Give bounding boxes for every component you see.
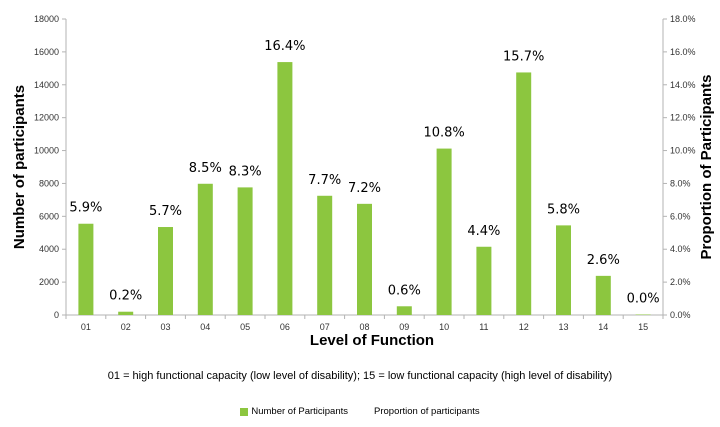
y-left-tick-label: 18000 [34,14,59,24]
x-tick-label: 07 [320,322,330,332]
bar [357,203,372,315]
legend: Number of Participants Proportion of par… [0,406,720,417]
x-tick-label: 14 [598,322,608,332]
bar [595,275,611,315]
x-tick-label: 12 [519,322,529,332]
bar-data-label: 8.3% [229,164,262,179]
bar [197,183,213,315]
y-left-tick-label: 4000 [39,244,59,254]
bar-data-label: 0.6% [388,283,421,298]
y-left-tick-label: 2000 [39,277,59,287]
bar-data-label: 4.4% [467,224,500,239]
y-axis-right-title: Proportion of Participants [698,74,715,259]
y-right-tick-label: 0.0% [670,310,691,320]
x-tick-label: 09 [399,322,409,332]
bar-data-label: 16.4% [264,39,305,54]
y-axis-left-ticks: 0 2000 4000 6000 8000 10000 12000 14000 16000 180… [34,14,66,320]
bar [317,195,333,315]
y-left-tick-label: 12000 [34,113,59,123]
x-tick-label: 11 [479,322,488,332]
y-left-tick-label: 16000 [34,47,59,57]
y-left-tick-label: 8000 [39,178,59,188]
bar-data-label: 2.6% [587,253,620,268]
y-right-tick-label: 8.0% [670,178,691,188]
bar [277,62,293,316]
y-right-tick-label: 10.0% [670,146,696,156]
bar [556,225,571,315]
y-right-tick-label: 14.0% [670,80,696,90]
bar [118,311,134,315]
y-right-tick-label: 6.0% [670,211,691,221]
x-tick-label: 05 [240,322,250,332]
bar-data-label: 0.0% [627,292,660,307]
bar-data-label: 0.2% [109,289,142,304]
x-tick-label: 13 [558,322,568,332]
bar-data-label: 8.5% [189,161,222,176]
data-labels: 5.9% 0.2% 5.7% 8.5% 8.3% 16.4% 7.7% 7.2% 0.6% 10.… [69,39,659,306]
x-axis-ticks: 01 02 03 04 05 06 07 08 09 10 11 12 13 14 15 [65,315,664,332]
bar-data-label: 5.9% [69,201,102,216]
legend-item-participants: Number of Participants [240,406,348,417]
legend-item-proportion: Proportion of participants [374,406,480,417]
x-tick-label: 06 [280,322,290,332]
bar-data-label: 5.7% [149,204,182,219]
y-axis-left-title: Number of participants [11,85,28,249]
y-axis-right-ticks: 0.0% 2.0% 4.0% 6.0% 8.0% 10.0% 12.0% 14.0% 16.0%… [663,14,696,320]
bar [237,187,253,315]
bar-data-label: 7.7% [308,173,341,188]
bar-data-label: 10.8% [423,126,464,141]
x-tick-label: 02 [121,322,131,332]
y-right-tick-label: 16.0% [670,47,696,57]
bar [396,306,412,315]
chart-footnote: 01 = high functional capacity (low level… [107,370,613,382]
x-tick-label: 15 [638,322,648,332]
y-right-tick-label: 4.0% [670,244,691,254]
x-tick-label: 10 [439,322,449,332]
bar [476,246,492,315]
bar [78,223,94,315]
legend-label-participants: Number of Participants [251,406,348,417]
bar-data-label: 7.2% [348,181,381,196]
bar [436,148,452,315]
x-tick-label: 04 [200,322,210,332]
bars [78,62,651,316]
bar-data-label: 15.7% [503,49,544,64]
y-right-tick-label: 2.0% [670,277,691,287]
bar [516,72,532,315]
y-left-tick-label: 6000 [39,211,59,221]
legend-swatch-participants [240,407,249,416]
y-left-tick-label: 0 [54,310,59,320]
x-tick-label: 01 [81,322,91,332]
legend-label-proportion: Proportion of participants [374,406,480,417]
bar-data-label: 5.8% [547,202,580,217]
y-left-tick-label: 14000 [34,80,59,90]
bar [635,314,651,316]
y-right-tick-label: 12.0% [670,113,696,123]
x-axis-title: Level of Function [310,332,434,349]
y-left-tick-label: 10000 [34,146,59,156]
x-tick-label: 03 [160,322,170,332]
y-right-tick-label: 18.0% [670,14,696,24]
x-tick-label: 08 [359,322,369,332]
bar [158,227,173,315]
